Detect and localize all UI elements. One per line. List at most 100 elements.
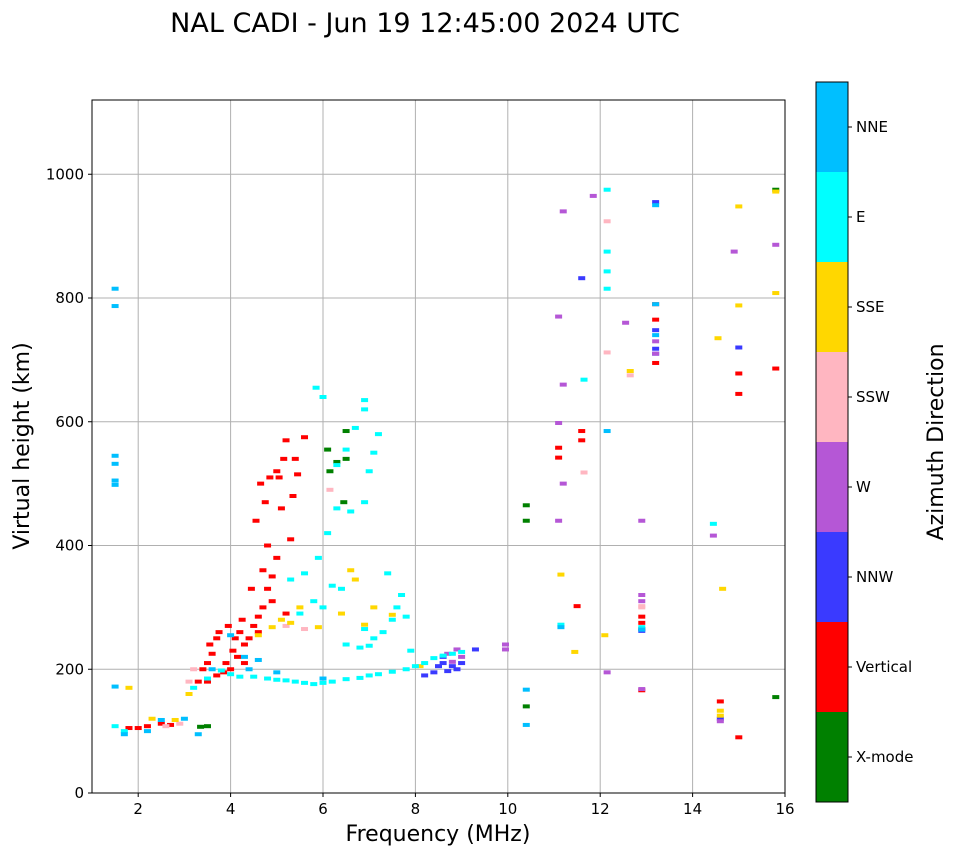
echo-point — [194, 679, 202, 684]
echo-point — [430, 656, 438, 661]
echo-point — [638, 518, 646, 523]
echo-point — [282, 623, 290, 628]
plot-frame — [91, 99, 786, 794]
echo-point — [273, 555, 281, 560]
echo-point — [522, 518, 530, 523]
colorbar-tick-label: SSE — [856, 298, 885, 316]
echo-point — [280, 456, 288, 461]
colorbar-tick-label: SSW — [856, 388, 890, 406]
echo-point — [735, 303, 743, 308]
echo-point — [370, 636, 378, 641]
echo-point — [361, 627, 369, 632]
echo-point — [735, 391, 743, 396]
plot-grid — [92, 100, 786, 794]
echo-point — [204, 676, 211, 681]
echo-point — [268, 574, 276, 579]
x-tick-label: 6 — [318, 800, 328, 818]
echo-point — [301, 571, 309, 576]
chart-title: NAL CADI - Jun 19 12:45:00 2024 UTC — [170, 8, 680, 39]
echo-point — [245, 636, 253, 641]
echo-point — [236, 674, 244, 679]
colorbar-tick-label: E — [856, 208, 865, 226]
echo-point — [439, 653, 447, 658]
echo-point — [342, 447, 350, 452]
y-tick-label: 400 — [55, 537, 84, 555]
echo-point — [388, 617, 396, 622]
echo-point — [557, 572, 565, 577]
echo-point — [578, 438, 586, 443]
echo-point — [709, 533, 717, 538]
echo-point — [407, 648, 415, 653]
echo-point — [622, 320, 630, 325]
echo-point — [294, 472, 302, 477]
colorbar-tick-label: NNW — [856, 568, 893, 586]
echo-point — [448, 651, 456, 656]
echo-point — [208, 651, 216, 656]
echo-point — [522, 503, 530, 508]
echo-point — [388, 669, 396, 674]
echo-point — [347, 509, 355, 514]
echo-point — [374, 672, 382, 677]
echo-point — [250, 674, 258, 679]
echo-point — [333, 459, 341, 464]
echo-point — [626, 369, 634, 374]
echo-point — [326, 487, 334, 492]
echo-point — [603, 219, 611, 224]
echo-point — [638, 599, 646, 604]
echo-point — [638, 627, 646, 632]
echo-point — [638, 687, 646, 692]
echo-point — [287, 577, 295, 582]
x-tick-label: 8 — [411, 800, 421, 818]
y-tick-label: 1000 — [46, 165, 84, 183]
echo-point — [652, 302, 660, 307]
echo-point — [573, 604, 581, 609]
echo-point — [714, 336, 722, 341]
echo-point — [571, 649, 579, 654]
echo-point — [120, 729, 128, 734]
echo-point — [735, 735, 743, 740]
echo-point — [273, 670, 281, 675]
echo-point — [240, 642, 248, 647]
x-tick-label: 14 — [683, 800, 702, 818]
series-e — [111, 187, 717, 734]
echo-point — [578, 429, 586, 434]
echo-point — [157, 717, 165, 722]
echo-point — [264, 676, 272, 681]
echo-point — [580, 470, 588, 475]
y-tick-label: 200 — [55, 660, 84, 678]
echo-point — [333, 463, 341, 468]
echo-point — [603, 429, 611, 434]
echo-point — [287, 537, 295, 542]
echo-point — [301, 435, 309, 440]
echo-point — [259, 605, 267, 610]
echo-point — [171, 717, 179, 722]
echo-point — [559, 382, 567, 387]
echo-point — [111, 304, 119, 309]
echo-point — [337, 586, 345, 591]
echo-point — [626, 373, 634, 378]
echo-point — [411, 664, 419, 669]
echo-point — [421, 673, 429, 678]
echo-point — [224, 623, 232, 628]
echo-point — [652, 339, 660, 344]
colorbar-label: Azimuth Direction — [924, 343, 949, 540]
echo-point — [356, 675, 364, 680]
series-ssw — [162, 219, 646, 729]
echo-point — [435, 664, 442, 669]
echo-point — [402, 667, 410, 672]
echo-point — [638, 625, 646, 630]
echo-point — [264, 543, 272, 548]
echo-point — [120, 732, 128, 737]
echo-point — [277, 506, 285, 511]
echo-point — [111, 482, 119, 487]
echo-point — [185, 692, 193, 696]
echo-point — [250, 623, 258, 628]
echo-point — [351, 425, 359, 430]
echo-point — [254, 657, 262, 662]
echo-point — [555, 445, 563, 450]
echo-point — [430, 670, 438, 675]
echo-point — [125, 685, 133, 690]
echo-point — [312, 385, 320, 390]
echo-point — [603, 670, 611, 675]
